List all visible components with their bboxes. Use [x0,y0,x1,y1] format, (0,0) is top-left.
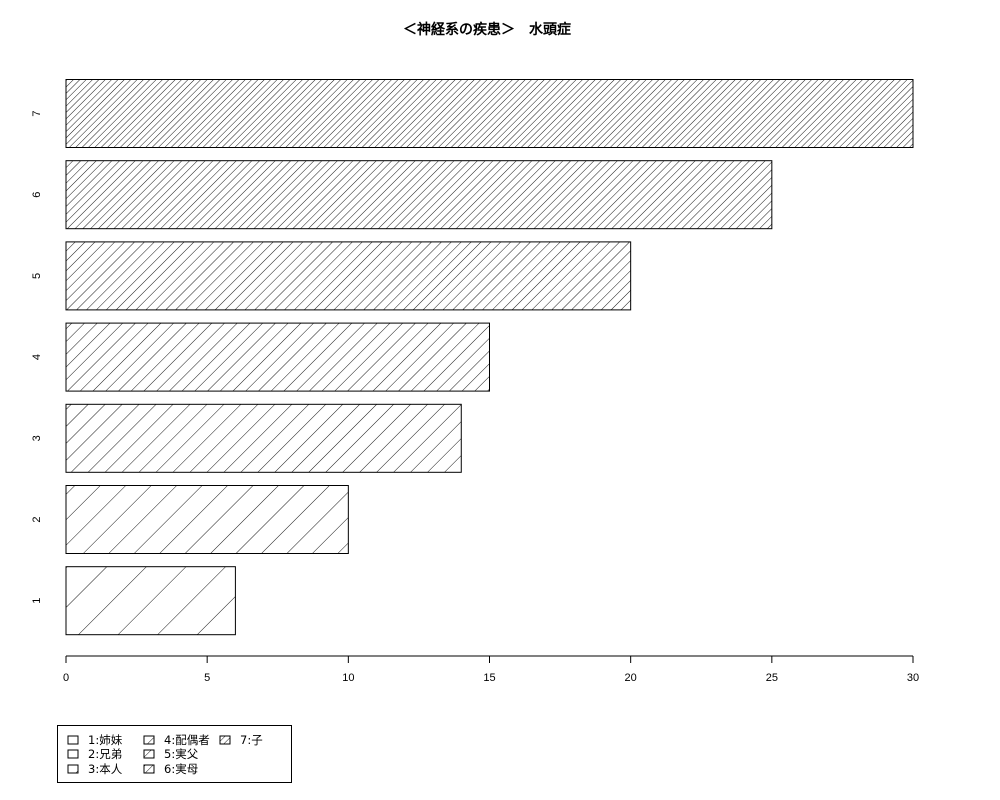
legend-label: 5:実父 [164,747,199,761]
legend-swatch [143,749,155,759]
legend-label: 6:実母 [164,762,198,776]
y-tick-label: 6 [31,192,43,198]
legend-label: 2:兄弟 [88,747,122,761]
chart-title: ＜神経系の疾患＞ 水頭症 [403,21,571,38]
x-tick-label: 30 [907,672,919,684]
legend-label: 1:姉妹 [88,733,123,747]
legend-label: 4:配偶者 [164,733,210,747]
legend-label: 3:本人 [88,762,123,776]
y-tick-label: 7 [31,110,43,116]
bar-1 [65,566,236,636]
x-tick-label: 25 [766,672,778,684]
bar-6 [65,160,773,230]
x-tick-label: 10 [342,672,354,684]
legend-swatch [67,764,79,774]
bar-5 [65,241,632,311]
y-axis: 1 2 3 4 5 6 7 [31,110,43,603]
x-axis: 0 5 10 15 20 25 30 [63,655,919,684]
bar-3 [65,403,462,473]
x-tick-label: 0 [63,672,69,684]
x-tick-label: 20 [625,672,637,684]
legend-swatch [143,764,155,774]
bar-4 [65,322,490,392]
y-tick-label: 1 [31,598,43,604]
y-tick-label: 2 [31,516,43,522]
y-tick-label: 5 [31,273,43,279]
bars-group [65,79,914,636]
legend-swatch [143,735,155,745]
bar-7 [65,79,914,148]
legend-label: 7:子 [240,733,263,747]
y-tick-label: 4 [31,354,43,360]
y-tick-label: 3 [31,435,43,441]
legend-box [57,725,292,783]
legend-swatch [67,749,79,759]
x-tick-label: 15 [483,672,495,684]
x-tick-label: 5 [204,672,210,684]
legend-swatch [219,735,231,745]
bar-2 [65,485,349,554]
legend-swatch [67,735,79,745]
